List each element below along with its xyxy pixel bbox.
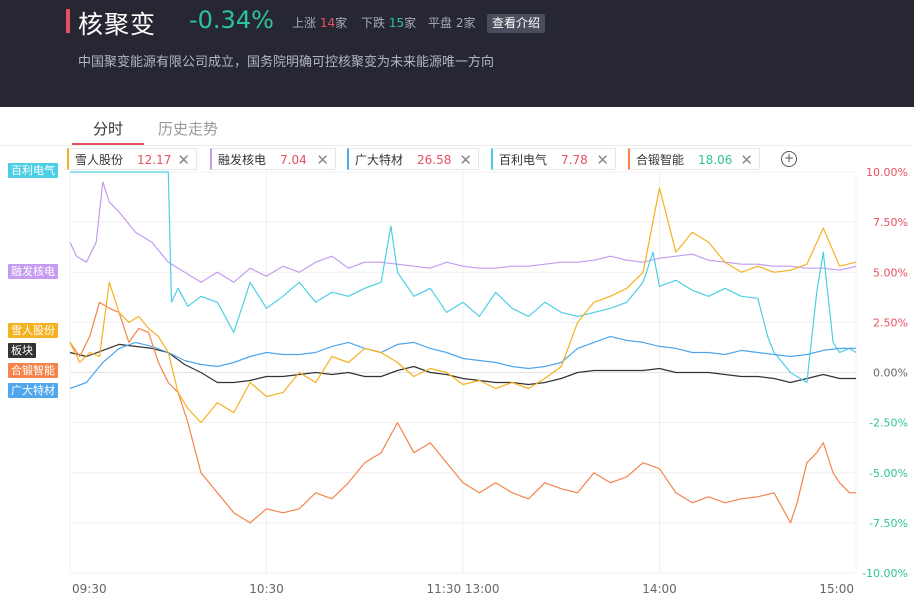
y-tick-label: -2.50% — [869, 417, 908, 430]
legend-item-xueren[interactable]: 雪人股份 12.17 ✕ — [67, 148, 197, 170]
flat-stat: 平盘 2家 — [428, 14, 476, 31]
y-tick-label: -7.50% — [869, 517, 908, 530]
series-line-5 — [69, 335, 856, 390]
side-tag-xueren: 雪人股份 — [8, 323, 58, 338]
x-tick-label: 15:00 — [819, 582, 854, 596]
legend-value: 12.17 — [137, 153, 172, 167]
y-tick-label: 10.00% — [866, 166, 908, 179]
flat-unit: 家 — [463, 16, 476, 30]
close-icon[interactable]: ✕ — [596, 151, 609, 169]
down-unit: 家 — [404, 16, 417, 30]
legend-value: 18.06 — [698, 153, 733, 167]
side-tag-heduan: 合锻智能 — [8, 363, 58, 378]
series-line-0 — [70, 171, 857, 384]
active-tab-indicator — [72, 143, 144, 145]
page-title: 核聚变 — [78, 10, 157, 39]
add-stock-icon[interactable]: + — [781, 151, 797, 167]
legend-item-guangda[interactable]: 广大特材 26.58 ✕ — [347, 148, 479, 170]
legend-item-rongfa[interactable]: 融发核电 7.04 ✕ — [210, 148, 336, 170]
legend-item-heduan[interactable]: 合锻智能 18.06 ✕ — [628, 148, 760, 170]
subtitle: 中国聚变能源有限公司成立，国务院明确可控核聚变为未来能源唯一方向 — [78, 55, 495, 70]
series-line-1 — [69, 181, 857, 283]
tab-divider — [0, 145, 914, 146]
close-icon[interactable]: ✕ — [316, 151, 329, 169]
y-tick-label: 5.00% — [873, 266, 908, 279]
down-count: 15 — [388, 16, 405, 30]
y-tick-label: 7.50% — [873, 216, 908, 229]
close-icon[interactable]: ✕ — [177, 151, 190, 169]
legend-value: 26.58 — [417, 153, 452, 167]
up-unit: 家 — [335, 16, 348, 30]
series-line-2 — [69, 187, 857, 424]
header: 核聚变 -0.34% 上涨 14家 下跌 15家 平盘 2家 查看介绍 中国聚变… — [0, 0, 914, 107]
x-tick-label: 11:30 13:00 — [427, 582, 500, 596]
y-tick-label: -10.00% — [862, 567, 908, 580]
series-line-4 — [69, 301, 856, 524]
down-stat: 下跌 15家 — [361, 14, 416, 31]
legend-item-baili[interactable]: 百利电气 7.78 ✕ — [491, 148, 616, 170]
side-tag-baili: 百利电气 — [8, 163, 58, 178]
side-tag-rongfa: 融发核电 — [8, 264, 58, 279]
x-tick-label: 14:00 — [642, 582, 677, 596]
legend-value: 7.04 — [280, 153, 307, 167]
side-tag-guangda: 广大特材 — [8, 383, 58, 398]
up-stat: 上涨 14家 — [292, 14, 347, 31]
legend-name: 融发核电 — [218, 153, 267, 167]
x-tick-label: 09:30 — [72, 582, 107, 596]
up-count: 14 — [319, 16, 336, 30]
close-icon[interactable]: ✕ — [459, 151, 472, 169]
up-label: 上涨 — [292, 16, 317, 30]
flat-count: 2 — [455, 16, 464, 30]
view-intro-button[interactable]: 查看介绍 — [487, 14, 546, 33]
side-tag-sector: 板块 — [8, 343, 36, 358]
legend-name: 广大特材 — [355, 153, 404, 167]
tab-history[interactable]: 历史走势 — [158, 120, 219, 138]
y-tick-label: -5.00% — [869, 467, 908, 480]
y-tick-label: 0.00% — [873, 367, 908, 380]
legend-name: 百利电气 — [499, 153, 548, 167]
y-tick-label: 2.50% — [873, 316, 908, 329]
change-percent: -0.34% — [189, 6, 274, 34]
legend-name: 合锻智能 — [636, 153, 685, 167]
title-accent-bar — [66, 9, 70, 33]
down-label: 下跌 — [361, 16, 386, 30]
series-line-3 — [69, 343, 856, 386]
x-tick-label: 10:30 — [249, 582, 284, 596]
tab-intraday[interactable]: 分时 — [93, 120, 124, 138]
legend-value: 7.78 — [561, 153, 588, 167]
close-icon[interactable]: ✕ — [740, 151, 753, 169]
flat-label: 平盘 — [428, 16, 453, 30]
legend-name: 雪人股份 — [75, 153, 124, 167]
